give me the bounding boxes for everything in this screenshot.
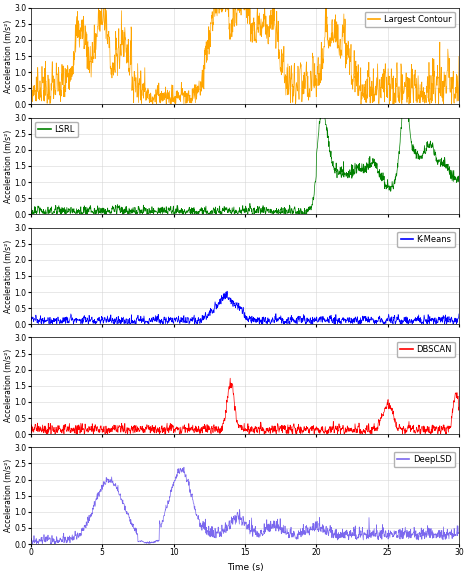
- Y-axis label: Acceleration (m/s²): Acceleration (m/s²): [4, 130, 13, 203]
- Legend: K-Means: K-Means: [397, 232, 455, 247]
- X-axis label: Time (s): Time (s): [227, 563, 263, 572]
- Y-axis label: Acceleration (m/s²): Acceleration (m/s²): [4, 459, 13, 532]
- Legend: Largest Contour: Largest Contour: [365, 12, 455, 28]
- Y-axis label: Acceleration (m/s²): Acceleration (m/s²): [4, 239, 13, 313]
- Legend: DBSCAN: DBSCAN: [397, 342, 455, 357]
- Legend: DeepLSD: DeepLSD: [394, 452, 455, 467]
- Legend: LSRL: LSRL: [35, 122, 78, 138]
- Y-axis label: Acceleration (m/s²): Acceleration (m/s²): [4, 20, 13, 93]
- Y-axis label: Acceleration (m/s²): Acceleration (m/s²): [4, 349, 13, 422]
